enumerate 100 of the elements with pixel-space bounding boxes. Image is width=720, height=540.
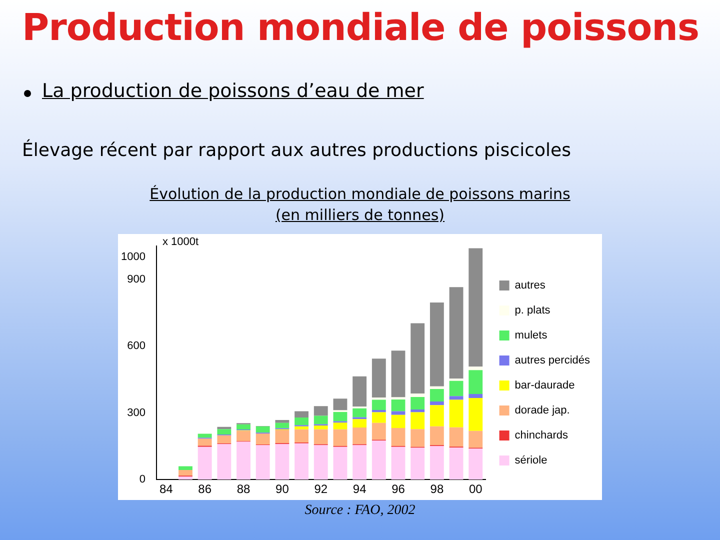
bar (449, 400, 464, 428)
x-tick-label: 00 (468, 482, 483, 496)
bar (391, 414, 406, 428)
bar (294, 411, 309, 418)
bar (217, 435, 232, 444)
bar (236, 430, 250, 442)
x-tick-label: 86 (198, 482, 212, 496)
y-axis-title: x 1000t (162, 236, 199, 248)
bar (468, 398, 483, 431)
bar (178, 470, 192, 476)
bar (314, 406, 328, 416)
bar (256, 445, 270, 480)
bar (430, 386, 444, 390)
bar (333, 429, 348, 446)
text: Évolution de la production mondiale de poissons marins (148, 185, 572, 203)
bar (410, 323, 425, 394)
legend-label: sériole (514, 454, 548, 467)
bar (391, 446, 406, 480)
bar (217, 444, 232, 480)
bar (391, 400, 406, 412)
bar (333, 446, 348, 480)
legend-label: p. plats (514, 304, 551, 317)
bar (314, 429, 328, 444)
bar (372, 422, 386, 440)
bar (372, 400, 386, 410)
bar (236, 442, 250, 480)
bar (352, 419, 367, 428)
bar (333, 412, 348, 422)
bar (430, 402, 444, 406)
bar (391, 350, 406, 398)
bar (468, 448, 483, 480)
legend-label: bar-daurade (514, 380, 575, 392)
x-tick-label: 88 (236, 482, 251, 496)
bar (333, 398, 348, 410)
x-tick-label: 98 (430, 482, 444, 496)
bar (294, 418, 309, 426)
bar (294, 429, 309, 442)
bar (372, 440, 386, 480)
text: (en milliers de tonnes) (274, 206, 446, 224)
bar (430, 446, 444, 480)
bar (391, 411, 406, 415)
bar (449, 427, 464, 447)
bar (217, 429, 232, 434)
y-tick-label: 900 (127, 273, 146, 286)
bar (468, 248, 483, 367)
x-tick-label: 96 (392, 482, 406, 496)
bar (198, 446, 212, 480)
source-note: Source : FAO, 2002 (304, 503, 416, 519)
text: Élevage récent par rapport aux autres productions piscicoles (22, 140, 571, 161)
bar (333, 422, 348, 430)
bar (410, 397, 425, 410)
bar (275, 422, 290, 428)
bar (275, 444, 290, 480)
bar (372, 410, 386, 412)
bar (352, 376, 367, 407)
bar (352, 445, 367, 480)
legend-label: autres (514, 280, 546, 292)
bar (449, 448, 464, 480)
bar (468, 430, 483, 448)
bar (391, 428, 406, 446)
x-tick-label: 90 (276, 482, 290, 496)
bar (430, 389, 444, 402)
bar (430, 426, 444, 446)
bar (294, 443, 309, 480)
bar (256, 426, 270, 433)
bar (449, 396, 464, 400)
bar (410, 448, 425, 480)
bar (294, 426, 309, 430)
bar (468, 394, 483, 398)
bar (275, 430, 290, 444)
bar (410, 394, 425, 398)
y-tick-label: 300 (127, 406, 146, 419)
bar (410, 412, 425, 430)
chart-subtitle: La production de poissons d’eau de mer (42, 80, 424, 102)
bar (275, 420, 290, 423)
bar (410, 410, 425, 412)
bar (198, 438, 212, 446)
bar (410, 429, 425, 447)
bar (314, 416, 328, 424)
bar (178, 476, 192, 480)
bar (372, 412, 386, 423)
chart-title: Production mondiale de poissons (22, 6, 700, 49)
bar (430, 405, 444, 426)
bar (178, 466, 192, 470)
bar (217, 426, 232, 430)
x-tick-label: 84 (159, 482, 174, 496)
legend-label: dorade jap. (514, 404, 570, 417)
bar (372, 358, 386, 398)
y-tick-label: 1000 (120, 251, 146, 264)
bar (468, 370, 483, 394)
bar (449, 380, 464, 396)
bar (468, 366, 483, 370)
bar (256, 434, 270, 444)
bar (314, 445, 328, 480)
bar (198, 434, 212, 438)
legend-label: chinchards (514, 430, 568, 442)
legend-label: mulets (514, 330, 548, 342)
bar (314, 426, 328, 430)
bar (352, 428, 367, 444)
bar (352, 408, 367, 418)
